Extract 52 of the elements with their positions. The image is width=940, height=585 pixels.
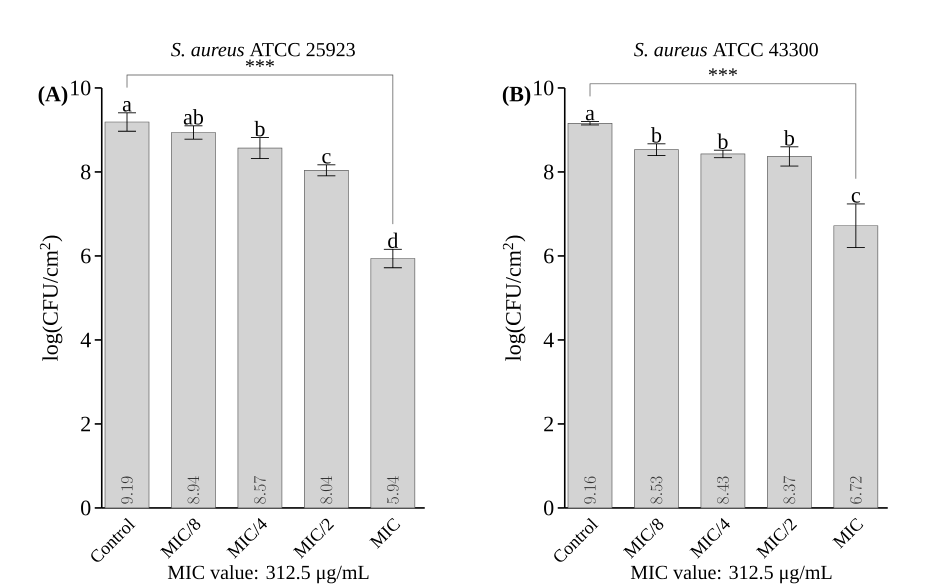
y-tick-label: 4	[80, 332, 91, 348]
text: (A)	[38, 86, 68, 106]
bar	[700, 154, 746, 508]
bar	[370, 258, 416, 508]
data-label: 8.57	[254, 476, 266, 504]
bar	[634, 149, 679, 508]
bar	[568, 122, 612, 508]
annotation: c	[322, 153, 331, 164]
data-label: 8.94	[187, 476, 200, 504]
y-tick-label: 6	[81, 248, 91, 264]
y-tick-label: 2	[544, 416, 553, 432]
y-axis-title: log(CFU/cm$^{2}$)	[502, 236, 526, 361]
y-tick-label: 6	[544, 248, 554, 264]
y-tick-label: 0	[544, 500, 554, 516]
chart-title: S. aureus ATCC 43300	[634, 42, 818, 56]
bar	[834, 225, 878, 508]
data-label: 9. 19	[121, 476, 133, 504]
y-tick-label: 10	[534, 80, 554, 96]
annotation: b	[254, 120, 265, 136]
annotation: c	[852, 192, 860, 203]
data-label: 9. 16	[584, 476, 596, 504]
data-label: 8.04	[320, 476, 332, 504]
annotation: b	[717, 133, 728, 149]
y-tick-label: 8	[544, 164, 554, 180]
text: MIC value: 312.5 μg/mL	[630, 565, 832, 584]
bar	[171, 132, 216, 508]
data-label: 8.53	[650, 476, 662, 504]
annotation: a	[586, 110, 595, 120]
annotation: d	[388, 232, 398, 248]
data-label: 5.94	[386, 476, 399, 504]
y-axis-title: log(CFU/cm$^{2}$)	[40, 236, 62, 361]
y-tick-label: 8	[81, 164, 90, 180]
chart-title: S. aureus ATCC 25923	[171, 42, 355, 56]
annotation: ab	[184, 109, 204, 125]
text: (B)	[502, 86, 530, 106]
bar	[104, 122, 150, 508]
y-tick-label: 0	[81, 500, 90, 516]
y-tick-label: 2	[81, 416, 90, 432]
text: MIC value: 312.5 μg/mL	[168, 565, 368, 584]
y-tick-label: 4	[544, 332, 554, 348]
bar	[304, 170, 349, 508]
bar	[767, 156, 812, 508]
data-label: 6.72	[850, 476, 862, 504]
text: ***	[708, 68, 737, 76]
annotation: b	[784, 130, 794, 146]
annotation: b	[650, 127, 662, 143]
text: ***	[246, 60, 274, 67]
y-tick-label: 10	[71, 80, 90, 96]
bar	[238, 148, 282, 508]
annotation: a	[122, 101, 132, 112]
data-label: 8.43	[716, 476, 729, 504]
data-label: 8.37	[783, 476, 796, 504]
